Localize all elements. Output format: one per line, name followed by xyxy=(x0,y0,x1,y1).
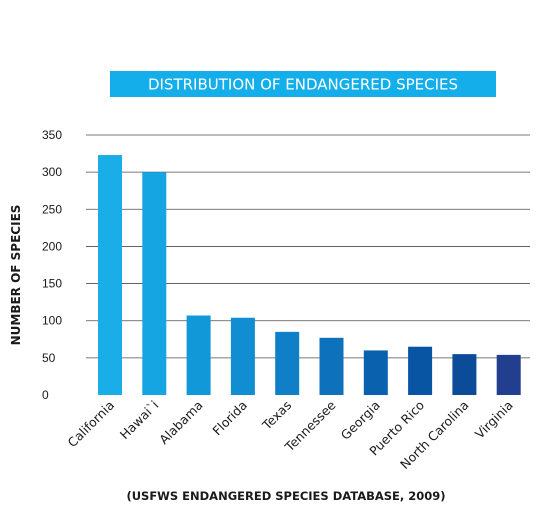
y-tick-label: 100 xyxy=(42,314,62,328)
bar xyxy=(408,346,433,395)
y-tick-label: 300 xyxy=(42,165,62,179)
chart-title-background xyxy=(110,71,496,97)
x-category-label: Texas xyxy=(259,398,295,434)
bars xyxy=(98,155,521,395)
x-category-label: Virginia xyxy=(472,398,516,442)
y-tick-label: 250 xyxy=(42,202,62,216)
chart-title: DISTRIBUTION OF ENDANGERED SPECIES xyxy=(110,71,496,97)
x-category-label: Florida xyxy=(209,398,250,439)
x-category-label: Hawai`i xyxy=(117,398,162,443)
x-category-label: Georgia xyxy=(338,398,383,443)
bar xyxy=(363,350,388,395)
y-tick-label: 0 xyxy=(42,388,49,402)
x-category-label: Alabama xyxy=(156,398,206,448)
chart-title-text: DISTRIBUTION OF ENDANGERED SPECIES xyxy=(148,76,458,94)
bar xyxy=(186,315,211,395)
bar xyxy=(452,354,477,395)
bar xyxy=(275,331,300,395)
y-axis-label: NUMBER OF SPECIES xyxy=(9,205,23,346)
y-tick-label: 350 xyxy=(42,128,62,142)
source-caption: (USFWS ENDANGERED SPECIES DATABASE, 2009… xyxy=(126,489,445,503)
y-tick-label: 200 xyxy=(42,239,62,253)
y-tick-label: 150 xyxy=(42,277,62,291)
x-category-label: California xyxy=(65,398,118,451)
bar xyxy=(230,317,255,395)
bar xyxy=(496,354,521,395)
bar xyxy=(319,337,344,395)
bar xyxy=(98,155,122,395)
bar xyxy=(142,172,167,395)
y-tick-labels: 0 50 100 150 200 250 300 350 xyxy=(42,128,62,402)
y-tick-label: 50 xyxy=(42,351,56,365)
